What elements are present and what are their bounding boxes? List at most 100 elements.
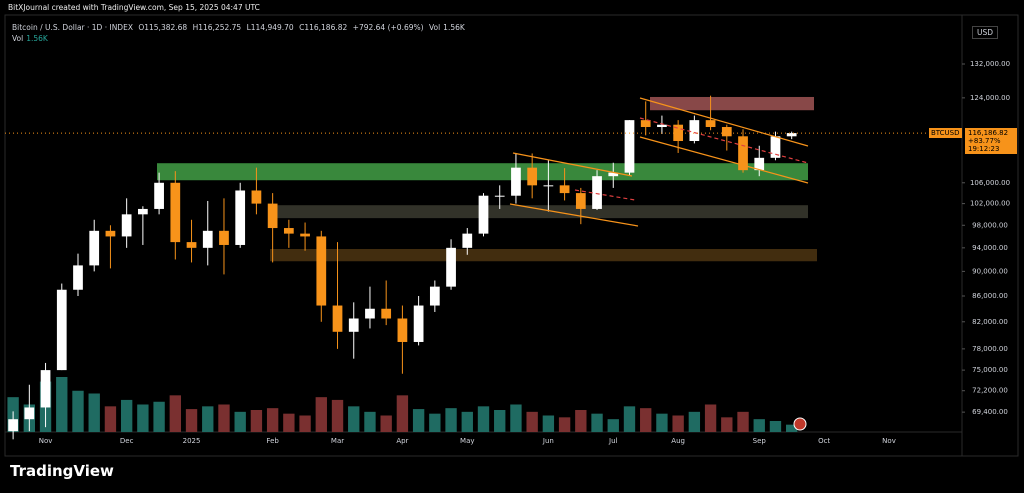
chart-frame [4,14,1019,457]
candle-body [138,208,148,215]
y-tick-label: 106,000.00 [970,179,1010,187]
drawings [509,97,809,227]
x-tick-label: Jun [542,437,554,445]
candle-body [657,124,667,128]
candle-body [300,233,310,237]
y-tick-label: 102,000.00 [970,200,1010,208]
candle-body [478,195,489,234]
caption: BitXJournal created with TradingView.com… [8,3,260,12]
candle-body [575,193,586,209]
volume-bar [331,399,344,432]
volume-bar [348,406,360,432]
y-tick-label: 132,000.00 [970,60,1010,68]
x-tick-label: Nov [882,437,896,445]
candle-body [202,230,213,248]
y-tick-label: 72,200.00 [972,387,1008,395]
vol-label: Vol [12,34,24,43]
ohlc-high: H116,252.75 [192,23,242,32]
volume-bar [120,399,133,432]
candle-body [348,318,359,332]
trendline [512,152,633,177]
candle-body [56,289,67,371]
volume-bar [104,406,117,432]
candle-body [527,167,538,186]
volume-legend: Vol 1.56K [12,34,51,43]
x-tick-label: Nov [39,437,53,445]
candle-body [121,214,132,237]
x-tick-label: Aug [671,437,685,445]
volume-bar [137,404,149,432]
price-label: 116,186.82 +83.77% 19:12:23 [965,128,1017,155]
volume-bar [737,411,749,432]
trendline [639,97,809,147]
y-tick-label: 86,000.00 [972,292,1008,300]
x-tick-label: 2025 [183,437,201,445]
price-change: +83.77% [968,137,1001,146]
brand[interactable]: TradingView [10,462,114,480]
y-tick-label: 75,000.00 [972,366,1008,374]
volume-bar [380,415,392,432]
event-icon[interactable] [793,417,807,431]
candle-body [73,265,83,290]
volume-bar [250,410,263,432]
candle-body [316,236,327,306]
candle-body [770,136,781,158]
candle-body [105,230,116,237]
trendline [509,203,639,227]
volume-bar [266,408,279,432]
change: +792.64 (+0.69%) [352,23,424,32]
candle-body [332,305,343,332]
volume-bar [526,411,538,432]
zone [157,163,808,181]
volume-bar [769,421,782,432]
candle-body [170,182,181,243]
zone [270,205,808,219]
candle-body [267,203,278,229]
candle-body [786,133,797,137]
x-tick-label: Mar [331,437,344,445]
volume-bar [364,411,376,432]
y-tick-label: 90,000.00 [972,267,1008,275]
ohlc-open: O115,382.68 [138,23,188,32]
volume-bar [283,413,295,432]
currency-button[interactable]: USD [972,26,999,39]
trendline [639,136,809,184]
ohlc-close: C116,186.82 [299,23,348,32]
candle-body [446,247,456,287]
y-tick-label: 98,000.00 [972,221,1008,229]
volume-bar [299,415,311,432]
volume-bar [185,409,198,432]
x-tick-label: Dec [120,437,134,445]
x-tick-label: Oct [818,437,830,445]
vol-label: Vol [428,23,441,32]
candle-body [721,127,732,137]
volume-bar [591,413,603,432]
volume-bar [315,397,327,432]
volume-bar [607,419,619,432]
x-tick-label: May [460,437,474,445]
candle-body [24,407,35,420]
vol-value: 1.56K [26,34,48,43]
volume-bar [56,377,68,432]
candle-body [365,308,375,319]
volume-bar [494,410,506,432]
price: 116,186.82 [968,129,1009,138]
candle-body [186,242,197,248]
volume-bar [477,406,490,432]
volume-bar [640,408,652,432]
y-tick-label: 94,000.00 [972,244,1008,252]
zone [650,96,814,111]
volume-bar [688,411,701,432]
volume-bar [445,408,457,432]
x-tick-label: Sep [753,437,767,445]
candle-body [283,228,294,234]
volume-bar [218,404,230,432]
volume-bar [542,415,555,432]
y-tick-label: 124,000.00 [970,94,1010,102]
candle-body [494,195,505,197]
candle-body [462,233,473,248]
candle-body [592,176,602,209]
candle-body [689,120,700,142]
